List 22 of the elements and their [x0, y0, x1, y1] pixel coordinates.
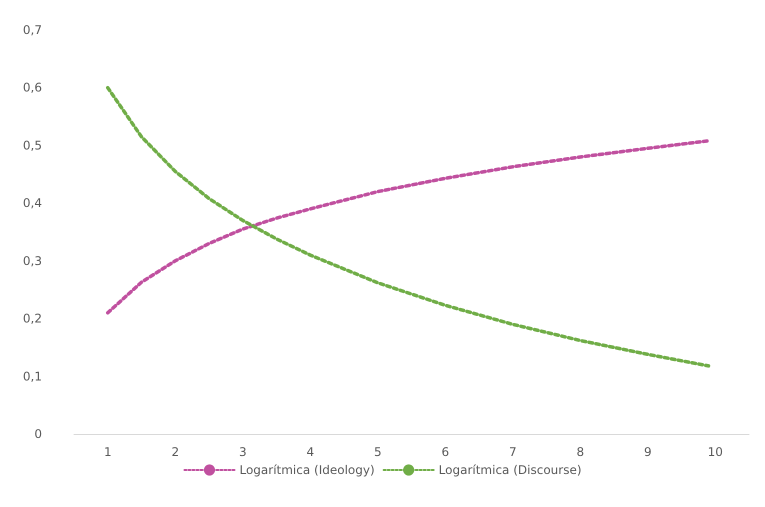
y-tick-label: 0,4 [22, 196, 42, 210]
y-tick-label: 0,2 [22, 312, 42, 326]
line-series [106, 139, 710, 315]
x-tick-label: 6 [441, 445, 450, 459]
x-tick-label: 4 [306, 445, 314, 459]
x-tick-label: 10 [708, 445, 723, 459]
legend-label: Logarítmica (Discourse) [438, 463, 582, 477]
y-tick-label: 0,7 [22, 23, 42, 37]
y-tick-label: 0 [34, 427, 42, 441]
y-tick-label: 0,1 [22, 369, 42, 384]
line-series [106, 86, 710, 368]
y-tick-label: 0,3 [22, 254, 42, 268]
x-tick-label: 1 [104, 445, 112, 459]
x-tick-label: 7 [508, 445, 517, 459]
y-tick-label: 0,6 [22, 80, 42, 95]
x-tick-label: 3 [238, 445, 247, 459]
x-tick-label: 2 [171, 445, 180, 459]
x-tick-label: 5 [374, 445, 382, 459]
x-tick-label: 8 [576, 445, 584, 459]
x-tick-label: 9 [644, 445, 652, 459]
y-tick-label: 0,5 [22, 138, 42, 152]
legend-label: Logarítmica (Ideology) [239, 463, 375, 477]
